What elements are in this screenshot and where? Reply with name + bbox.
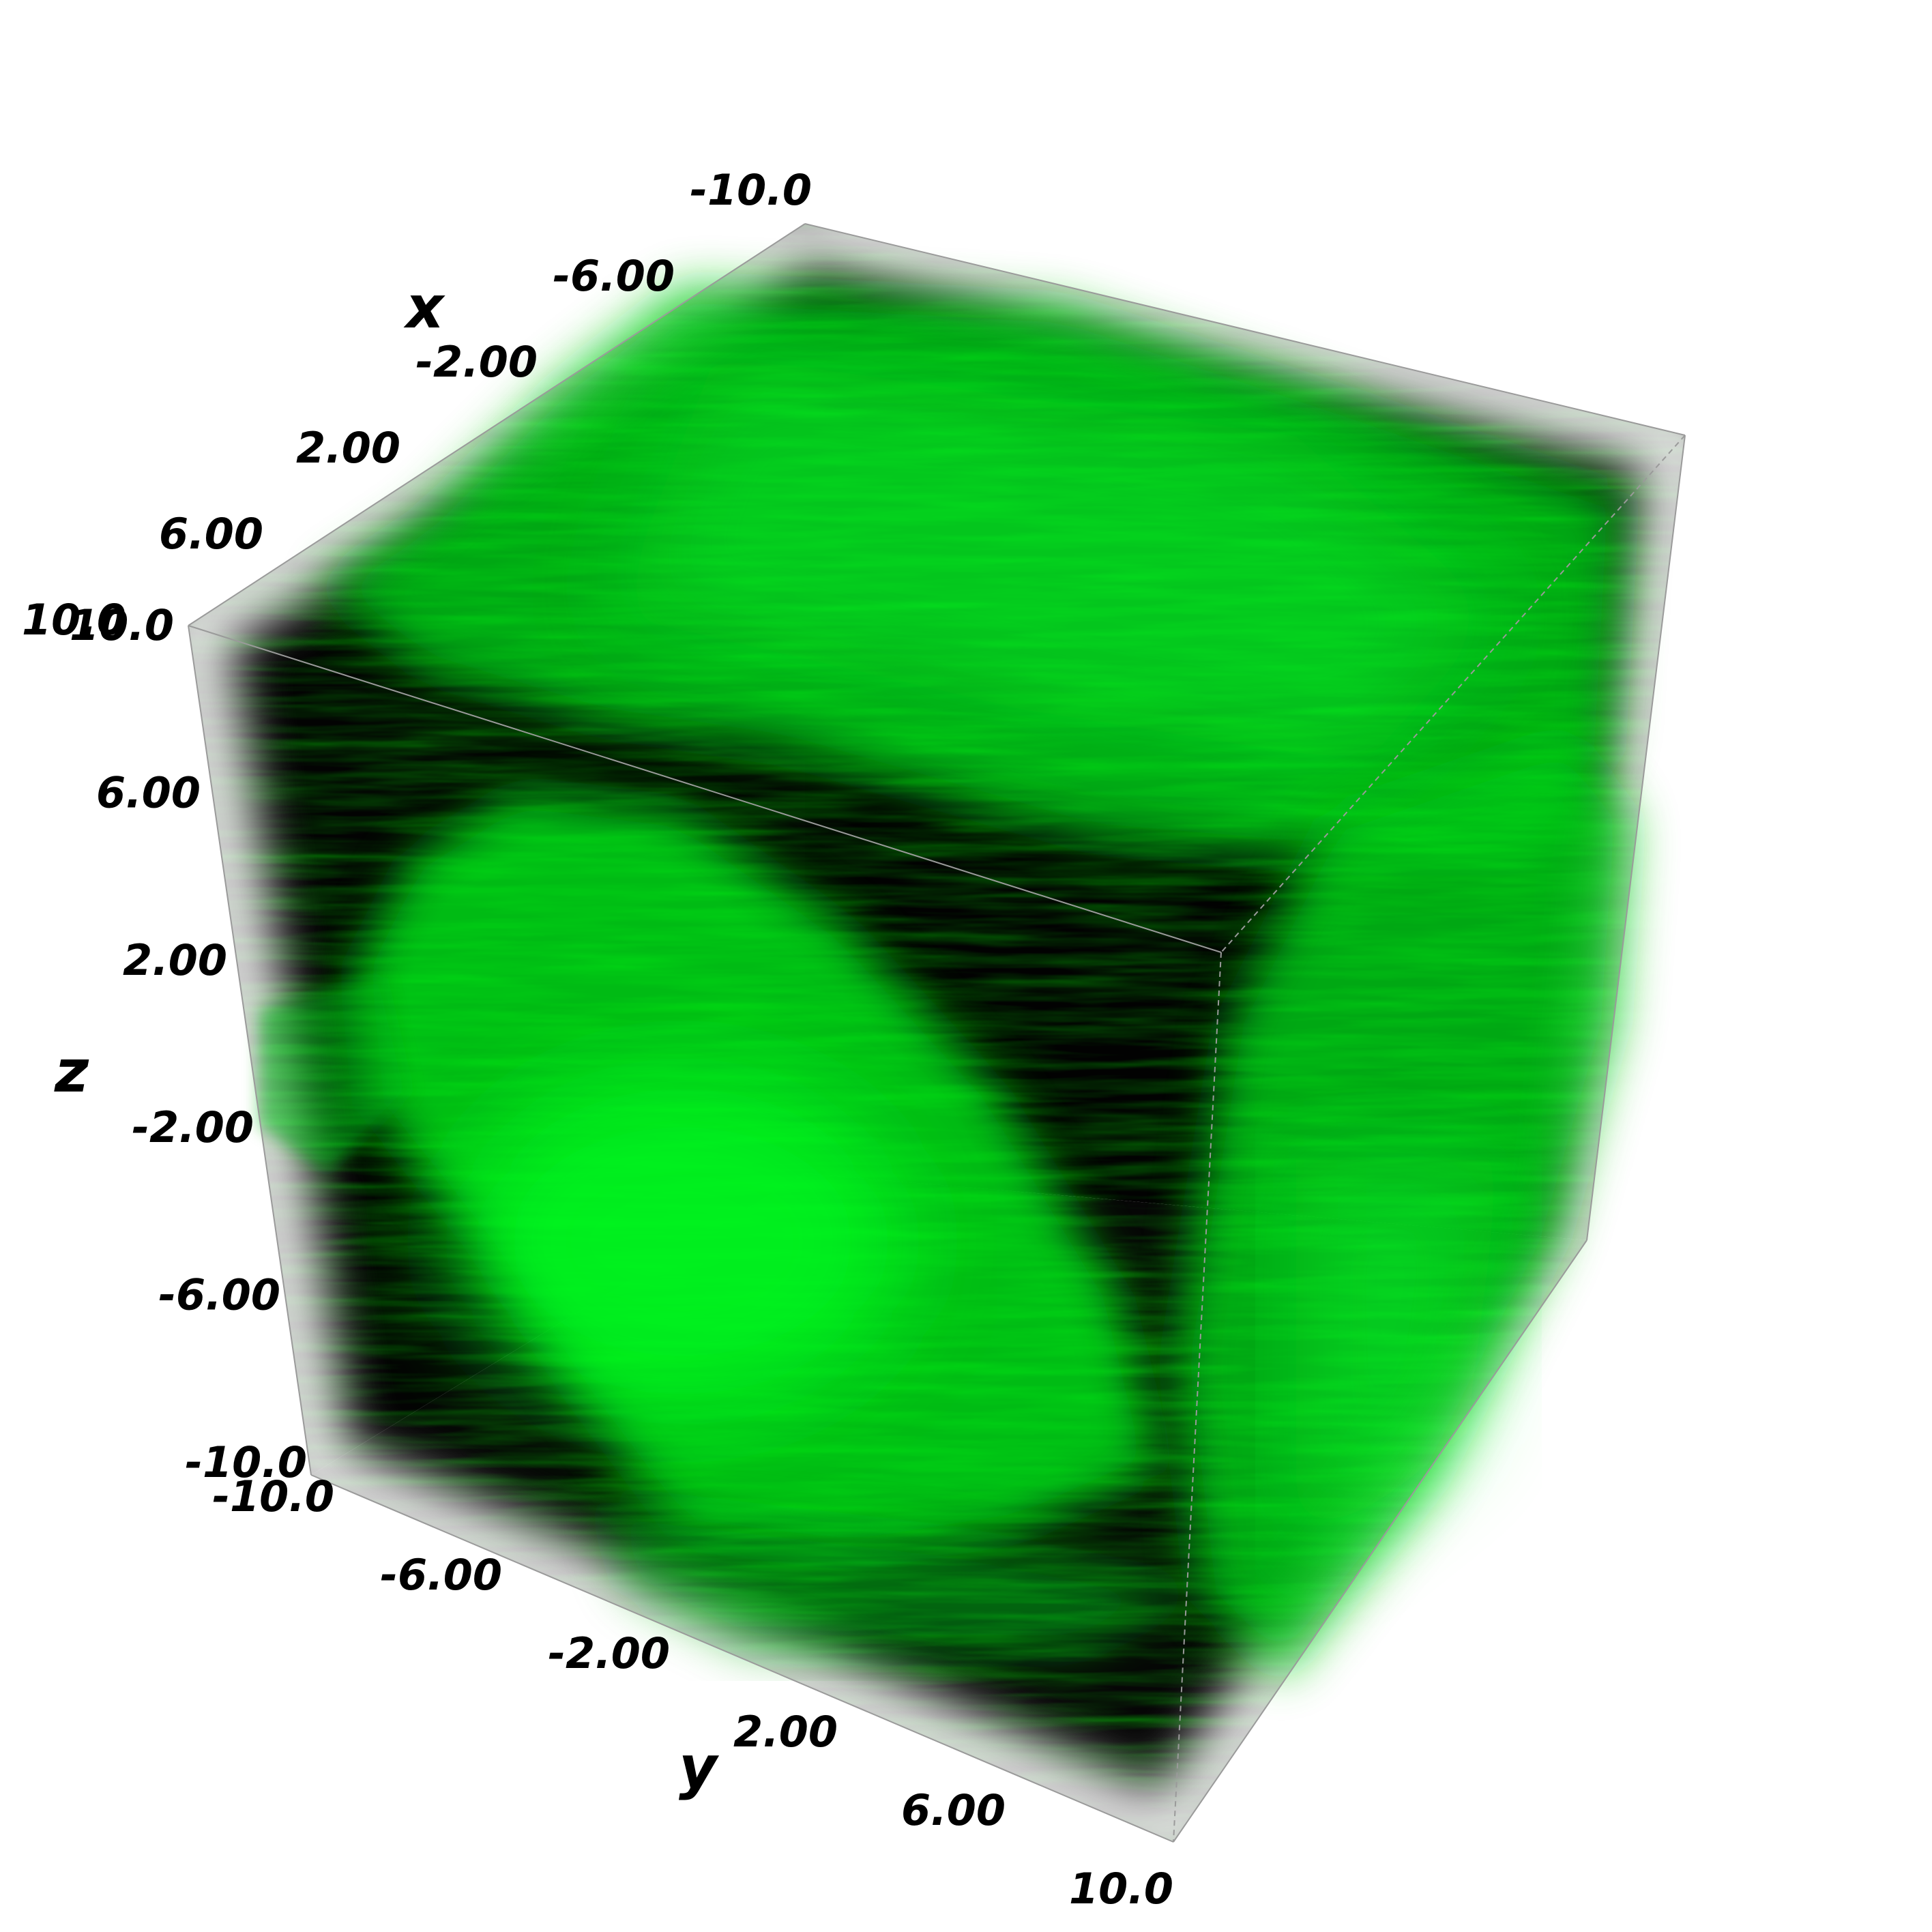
x-tick-label: 10.0 (22, 595, 126, 645)
cube-edge-top-back (804, 223, 1686, 436)
y-axis-ticks: -10.0 -6.00 -2.00 2.00 6.00 10.0 (212, 1472, 1173, 1914)
z-tick-label: 2.00 (123, 935, 227, 985)
z-axis-label: z (54, 1038, 89, 1106)
z-tick-label: -6.00 (158, 1270, 280, 1320)
y-tick-label: -2.00 (548, 1628, 670, 1678)
x-tick-label: -10.0 (690, 165, 812, 215)
z-axis-ticks: 10.0 6.00 2.00 -2.00 -6.00 -10.0 (70, 600, 307, 1487)
x-axis-label: x (403, 274, 445, 342)
cube-edge-y-axis (310, 1474, 1174, 1843)
cube-edge-right-top (1220, 435, 1686, 953)
y-tick-label: 10.0 (1069, 1864, 1173, 1914)
x-tick-label: -2.00 (415, 337, 538, 387)
cube-edge-right-vertical (1586, 435, 1686, 1241)
y-tick-label: 2.00 (733, 1707, 838, 1757)
cube-edge-front-vertical (1173, 952, 1222, 1843)
cube-edge-bottom-right (1173, 1240, 1587, 1843)
green-volume (259, 273, 1651, 1706)
z-tick-label: -10.0 (185, 1437, 307, 1487)
z-tick-label: -2.00 (132, 1102, 254, 1152)
y-tick-label: 6.00 (901, 1785, 1006, 1835)
x-tick-label: 6.00 (159, 509, 263, 559)
x-tick-label: -6.00 (553, 251, 675, 301)
z-tick-label: 10.0 (70, 600, 174, 650)
y-tick-label: -10.0 (212, 1472, 334, 1521)
y-tick-label: -6.00 (380, 1550, 502, 1600)
cube-frame (188, 223, 1686, 1843)
x-axis-ticks: -10.0 -6.00 -2.00 2.00 6.00 10.0 (22, 165, 812, 645)
x-tick-label: 2.00 (296, 423, 400, 473)
z-tick-label: 6.00 (96, 767, 201, 817)
cube-edge-top-front (188, 625, 1222, 953)
y-axis-label: y (679, 1733, 720, 1802)
volume-streak-texture (300, 273, 1651, 1706)
cube-edge-z-axis (188, 625, 312, 1476)
cube-edge-x-axis (188, 223, 806, 626)
